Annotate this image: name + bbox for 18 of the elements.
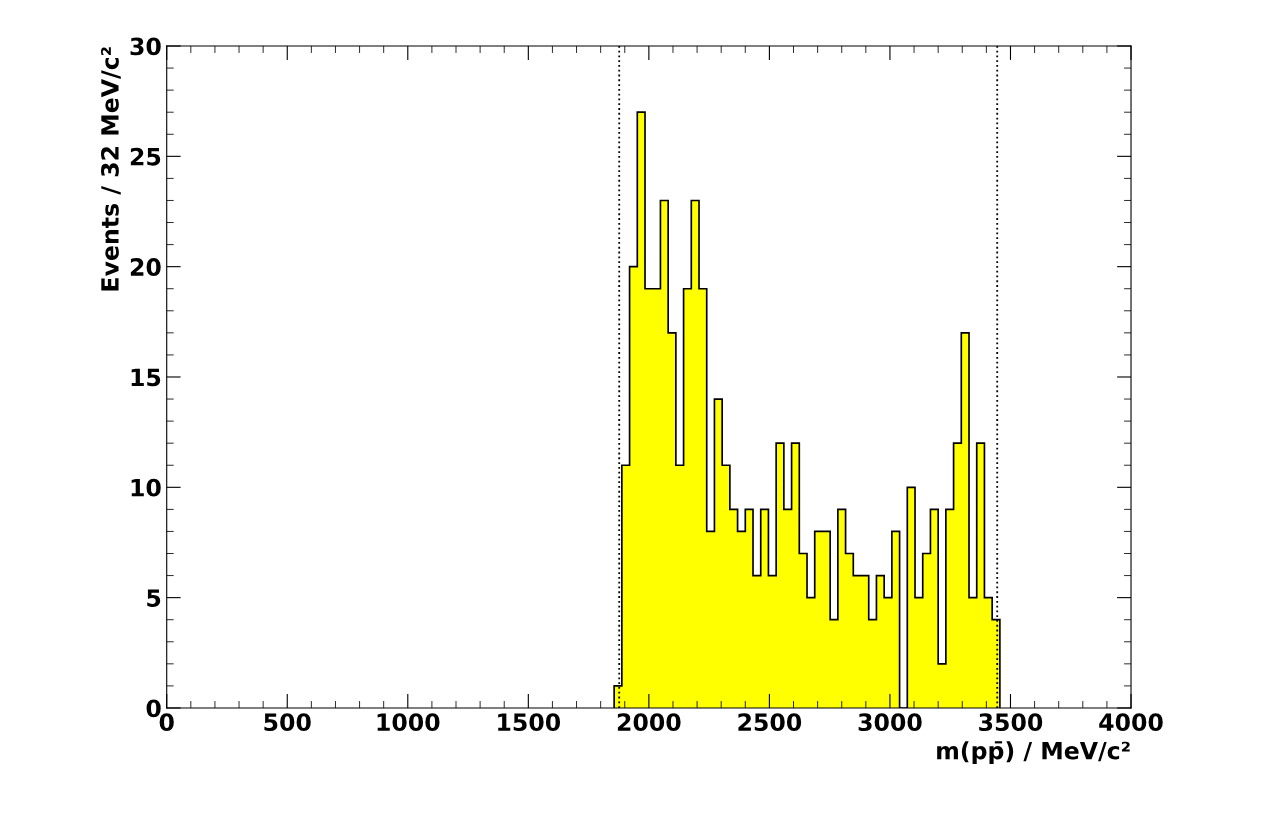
y-tick-label: 30 (130, 37, 161, 56)
y-tick-label: 25 (130, 147, 161, 166)
x-tick-label: 2500 (738, 713, 802, 732)
x-tick-label: 1500 (498, 713, 561, 732)
x-tick-label: 1000 (377, 713, 440, 732)
x-tick-label: 2000 (617, 713, 681, 732)
x-tick-label: 3500 (979, 713, 1043, 732)
x-tick-label: 4000 (1099, 713, 1163, 732)
y-axis-title: Events / 32 MeV/c² (101, 47, 121, 291)
x-tick-label: 500 (264, 713, 311, 732)
y-tick-label: 0 (146, 699, 161, 718)
y-tick-label: 10 (131, 478, 161, 497)
y-tick-label: 15 (131, 368, 161, 387)
y-tick-label: 5 (147, 589, 161, 607)
x-axis-title: m(pp̄) / MeV/c² (937, 741, 1130, 765)
x-tick-label: 3000 (858, 713, 922, 732)
x-tick-label: 0 (159, 713, 174, 732)
y-tick-label: 20 (130, 258, 161, 276)
